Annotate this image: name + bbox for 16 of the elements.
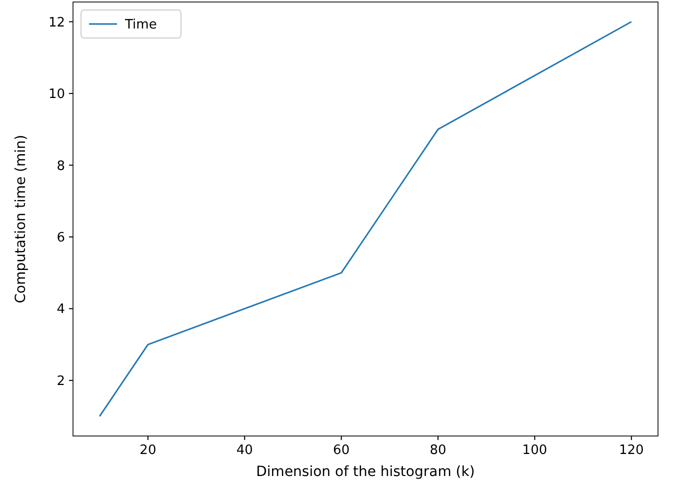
- x-tick-label: 20: [140, 443, 156, 458]
- y-tick-label: 2: [56, 374, 65, 389]
- y-tick-label: 8: [56, 158, 65, 174]
- x-tick-label: 100: [522, 443, 548, 458]
- x-tick-label: 120: [618, 443, 644, 458]
- y-tick-label: 4: [56, 302, 65, 318]
- x-tick-label: 60: [333, 443, 350, 458]
- x-axis-title: Dimension of the histogram (k): [256, 464, 475, 480]
- line-series: [98, 20, 632, 418]
- y-tick-label: 12: [48, 15, 65, 30]
- y-tick-label: 10: [48, 87, 65, 102]
- legend-label: Time: [124, 18, 157, 33]
- x-tick-label: 40: [236, 443, 253, 458]
- y-axis-title: Computation time (min): [13, 134, 29, 304]
- x-tick-label: 80: [430, 443, 446, 458]
- y-tick-label: 6: [56, 230, 65, 246]
